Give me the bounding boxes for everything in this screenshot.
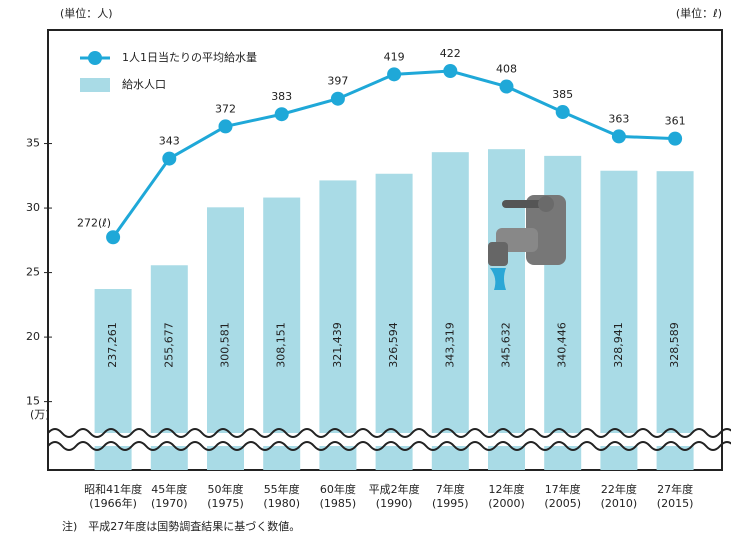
x-tick-label: 55年度 <box>264 482 300 496</box>
point-label: 383 <box>271 90 292 103</box>
point-label: 272(ℓ) <box>77 216 111 229</box>
bar-value-label: 328,941 <box>612 322 625 368</box>
line-point <box>443 64 458 79</box>
x-tick-label: 27年度 <box>657 482 693 496</box>
axis-unit: (万) <box>30 408 50 421</box>
bar <box>263 197 301 470</box>
x-tick-sublabel: (1985) <box>320 497 357 510</box>
bar-value-label: 321,439 <box>331 322 344 368</box>
point-label: 422 <box>440 47 461 60</box>
x-tick-sublabel: (2015) <box>657 497 694 510</box>
y-tick-label: 20 <box>26 330 40 343</box>
line-point <box>162 151 177 166</box>
bar <box>656 171 694 471</box>
x-tick-label: 22年度 <box>601 482 637 496</box>
bar-value-label: 343,319 <box>443 322 456 368</box>
x-tick-sublabel: (2010) <box>601 497 638 510</box>
line-point <box>330 91 345 106</box>
x-tick-sublabel: (1970) <box>151 497 188 510</box>
x-tick-label: 60年度 <box>320 482 356 496</box>
x-tick-label: 平成2年度 <box>369 482 420 496</box>
bar <box>207 207 244 471</box>
y-tick-label: 25 <box>26 266 40 279</box>
bar-value-label: 308,151 <box>275 322 288 368</box>
line-point <box>499 79 514 94</box>
y-tick-label: 15 <box>26 395 40 408</box>
x-tick-sublabel: (2000) <box>488 497 525 510</box>
point-label: 343 <box>159 135 180 148</box>
break-wave <box>47 441 731 451</box>
right-unit: (単位：ℓ) <box>676 6 722 20</box>
x-tick-label: 45年度 <box>151 482 187 496</box>
x-tick-sublabel: (1995) <box>432 497 469 510</box>
x-tick-label: 17年度 <box>545 482 581 496</box>
note: 注) 平成27年度は国勢調査結果に基づく数値。 <box>62 519 300 533</box>
point-label: 408 <box>496 63 517 76</box>
line-point <box>274 107 289 122</box>
x-tick-label: 昭和41年度 <box>84 482 142 496</box>
x-tick-sublabel: (2005) <box>544 497 581 510</box>
legend-label: 給水人口 <box>122 77 166 91</box>
bar <box>600 170 638 470</box>
bar-value-label: 300,581 <box>219 322 232 368</box>
bar-value-label: 255,677 <box>162 322 175 368</box>
bar-value-label: 237,261 <box>106 322 119 368</box>
point-label: 372 <box>215 102 236 115</box>
legend-label: 1人1日当たりの平均給水量 <box>122 50 257 64</box>
break-gap <box>49 433 721 446</box>
x-tick-sublabel: (1980) <box>263 497 300 510</box>
legend-swatch <box>80 78 110 92</box>
point-label: 385 <box>552 88 573 101</box>
x-tick-sublabel: (1966年) <box>89 496 137 510</box>
point-label: 419 <box>384 50 405 63</box>
line-point <box>106 230 121 245</box>
bar <box>375 173 413 470</box>
line-point <box>611 129 626 144</box>
bar <box>431 152 469 470</box>
x-tick-label: 7年度 <box>436 482 465 496</box>
x-tick-label: 50年度 <box>208 482 244 496</box>
faucet-icon <box>488 195 566 290</box>
bar-value-label: 340,446 <box>556 322 569 368</box>
axis-break <box>47 428 731 451</box>
line-point <box>218 119 233 134</box>
y-tick-label: 35 <box>26 137 40 150</box>
point-label: 363 <box>608 112 629 125</box>
bar-value-label: 328,589 <box>668 322 681 368</box>
line-point <box>668 131 683 146</box>
point-label: 361 <box>665 115 686 128</box>
bar-value-label: 345,632 <box>500 322 513 368</box>
bar <box>488 149 525 470</box>
x-tick-label: 12年度 <box>489 482 525 496</box>
left-unit: (単位：人) <box>60 6 113 20</box>
x-tick-sublabel: (1975) <box>207 497 244 510</box>
line-point <box>555 105 570 120</box>
line-point <box>387 67 402 82</box>
legend-marker <box>88 51 102 65</box>
x-tick-sublabel: (1990) <box>376 497 413 510</box>
break-wave <box>47 428 731 438</box>
bar-value-label: 326,594 <box>387 322 400 368</box>
bar <box>319 180 357 470</box>
y-tick-label: 30 <box>26 201 40 214</box>
labels: 15 20 25 30 35 237,261 255,677 300,581 308,151 32… <box>26 47 693 510</box>
point-label: 397 <box>327 75 348 88</box>
